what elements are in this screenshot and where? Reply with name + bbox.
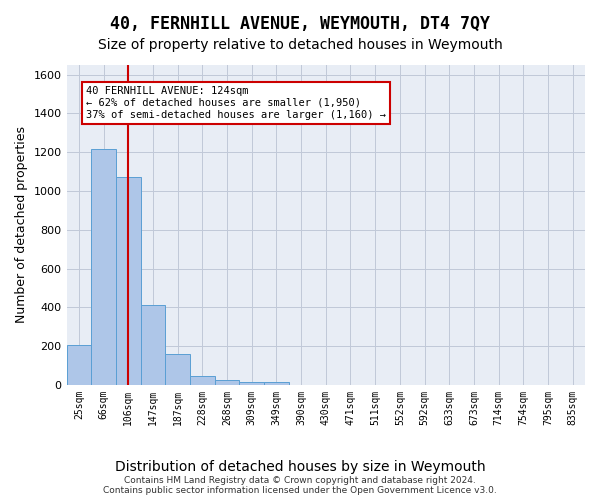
Y-axis label: Number of detached properties: Number of detached properties [15,126,28,324]
Text: 40 FERNHILL AVENUE: 124sqm
← 62% of detached houses are smaller (1,950)
37% of s: 40 FERNHILL AVENUE: 124sqm ← 62% of deta… [86,86,386,120]
Text: Contains HM Land Registry data © Crown copyright and database right 2024.
Contai: Contains HM Land Registry data © Crown c… [103,476,497,495]
Bar [140,306,165,385]
Text: Size of property relative to detached houses in Weymouth: Size of property relative to detached ho… [98,38,502,52]
Bar [215,380,239,385]
Bar [165,354,190,385]
Bar [264,382,289,385]
Bar [67,345,91,385]
Text: Distribution of detached houses by size in Weymouth: Distribution of detached houses by size … [115,460,485,474]
Text: 40, FERNHILL AVENUE, WEYMOUTH, DT4 7QY: 40, FERNHILL AVENUE, WEYMOUTH, DT4 7QY [110,15,490,33]
Bar [91,150,116,385]
Bar [239,382,264,385]
Bar [116,178,140,385]
Bar [190,376,215,385]
